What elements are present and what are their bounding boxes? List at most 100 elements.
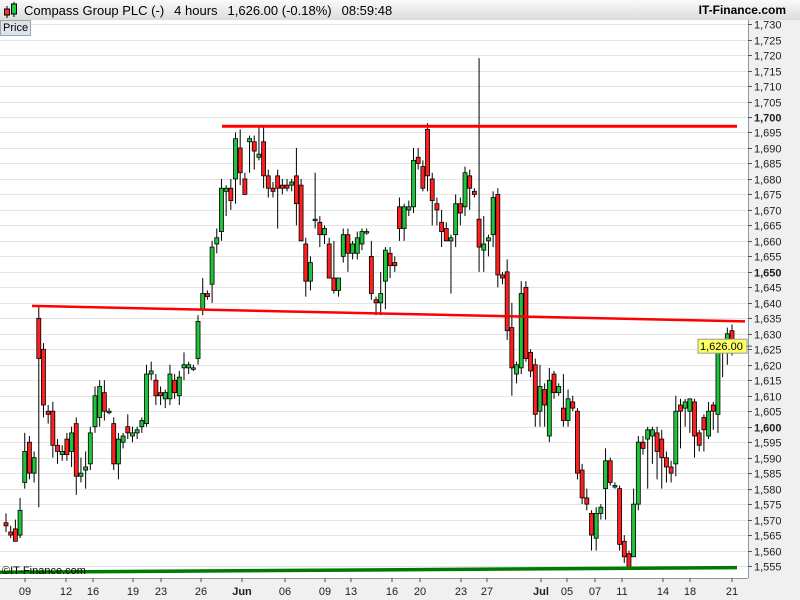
candle: [504, 259, 510, 340]
candle: [293, 147, 299, 226]
candle: [710, 401, 716, 430]
candle: [223, 185, 229, 217]
candle: [219, 178, 224, 241]
candle-body: [228, 187, 234, 202]
y-tick-label: 1,660: [754, 237, 782, 249]
candle-body: [83, 466, 89, 471]
candle: [345, 228, 351, 272]
candle: [401, 203, 407, 241]
candle-body: [322, 228, 327, 236]
candle-body: [434, 203, 440, 211]
candle: [130, 426, 135, 443]
x-tick-label: 19: [127, 586, 139, 598]
candle: [350, 240, 356, 260]
candle-body: [134, 429, 140, 434]
candle-body: [486, 237, 491, 242]
candle: [668, 460, 674, 483]
candle-body: [425, 128, 430, 177]
candle-body: [406, 206, 412, 211]
candle: [279, 178, 285, 195]
candle-body: [78, 472, 84, 477]
timeframe[interactable]: 4 hours: [174, 2, 218, 18]
candle-body: [481, 243, 487, 251]
x-tick-label: 16: [386, 586, 398, 598]
candle-body: [242, 178, 248, 195]
candle-body: [509, 327, 515, 369]
y-axis-area: [748, 20, 800, 600]
candle: [500, 271, 505, 285]
candle-body: [556, 386, 562, 394]
candle: [27, 435, 32, 480]
candle-body: [64, 438, 70, 455]
candle: [205, 290, 210, 300]
candle: [476, 58, 482, 272]
candle-body: [275, 175, 281, 189]
y-tick-label: 1,630: [754, 330, 782, 342]
y-tick-label: 1,675: [754, 190, 782, 202]
candle: [687, 398, 693, 433]
candle: [101, 380, 107, 421]
candle: [696, 429, 702, 452]
candle-body: [284, 184, 290, 189]
candle-body: [106, 410, 112, 414]
candle: [649, 426, 655, 464]
candle-body: [439, 221, 445, 232]
candle: [467, 169, 473, 210]
candle-body: [17, 509, 23, 536]
candle-body: [256, 153, 262, 158]
candle: [514, 361, 519, 384]
candle: [425, 123, 430, 192]
candle-body: [354, 237, 360, 254]
x-tick-label: 18: [684, 586, 696, 598]
candle-body: [678, 404, 683, 412]
candle-body: [116, 438, 121, 465]
last-price-change: 1,626.00 (-0.18%): [227, 2, 332, 18]
candle-body: [373, 299, 379, 304]
candle-body: [457, 203, 463, 214]
candle-body: [92, 395, 98, 428]
price-chart[interactable]: 1,555 1,560 1,565 1,570 1,575 1,580 1,585 1,590…: [0, 20, 800, 600]
candle: [706, 401, 711, 440]
candle: [429, 172, 435, 226]
candle-body: [612, 485, 618, 488]
candle: [55, 439, 60, 464]
candle: [448, 234, 454, 294]
candle: [528, 349, 533, 378]
candle-body: [635, 441, 641, 505]
candle: [298, 178, 304, 242]
candle: [251, 135, 257, 170]
x-tick-label: Jun: [232, 586, 252, 598]
candle: [359, 228, 365, 251]
candle-body: [139, 420, 145, 428]
support-line: [0, 565, 738, 575]
candle: [523, 281, 529, 362]
candle: [41, 343, 46, 418]
candle-body: [523, 286, 529, 359]
candle-body: [603, 460, 608, 490]
candle-body: [715, 351, 721, 415]
y-tick-label: 1,585: [754, 469, 782, 481]
candle-body: [397, 206, 402, 229]
y-tick-label: 1,560: [754, 547, 782, 559]
candle: [439, 209, 445, 248]
candle-body: [584, 497, 590, 505]
candle: [340, 228, 346, 263]
x-tick-label: 14: [657, 586, 669, 598]
brand-label: IT-Finance.com: [698, 3, 786, 17]
candle: [607, 457, 613, 486]
candle-body: [598, 506, 604, 514]
y-tick-label: 1,700: [754, 113, 782, 125]
candle: [645, 426, 651, 489]
candle: [36, 305, 42, 508]
y-tick-label: 1,605: [754, 407, 782, 419]
candle-body: [654, 432, 660, 452]
candle: [457, 197, 463, 226]
candle: [139, 417, 145, 433]
candle: [589, 510, 594, 551]
x-tick-label: 07: [589, 586, 601, 598]
x-tick-label: 11: [616, 586, 627, 598]
candle: [111, 417, 117, 471]
candle: [275, 169, 281, 229]
candle-body: [237, 147, 243, 174]
y-tick-label: 1,670: [754, 206, 782, 218]
